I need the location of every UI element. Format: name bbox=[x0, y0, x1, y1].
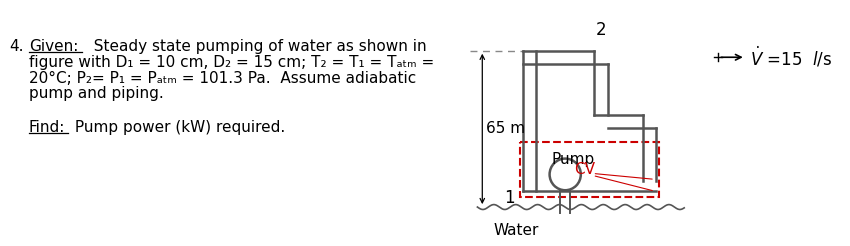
Text: Pump power (kW) required.: Pump power (kW) required. bbox=[70, 120, 285, 135]
Text: Given:: Given: bbox=[29, 39, 78, 54]
Text: 20°C; P₂= P₁ = Pₐₜₘ = 101.3 Pa.  Assume adiabatic: 20°C; P₂= P₁ = Pₐₜₘ = 101.3 Pa. Assume a… bbox=[29, 71, 416, 86]
Text: CV: CV bbox=[575, 162, 595, 177]
Text: 1: 1 bbox=[504, 189, 515, 207]
Text: pump and piping.: pump and piping. bbox=[29, 86, 163, 101]
Text: 4.: 4. bbox=[9, 39, 24, 54]
Text: figure with D₁ = 10 cm, D₂ = 15 cm; T₂ = T₁ = Tₐₜₘ =: figure with D₁ = 10 cm, D₂ = 15 cm; T₂ =… bbox=[29, 55, 434, 70]
Text: 65 m: 65 m bbox=[486, 122, 525, 137]
Bar bbox=[520, 142, 659, 197]
Text: Steady state pumping of water as shown in: Steady state pumping of water as shown i… bbox=[84, 39, 427, 54]
Text: Pump: Pump bbox=[552, 152, 595, 167]
Text: $\dot{V}$ =15  $l$/s: $\dot{V}$ =15 $l$/s bbox=[750, 45, 832, 69]
Text: Water: Water bbox=[494, 223, 540, 238]
Text: 2: 2 bbox=[596, 21, 607, 39]
Text: Find:: Find: bbox=[29, 120, 65, 135]
